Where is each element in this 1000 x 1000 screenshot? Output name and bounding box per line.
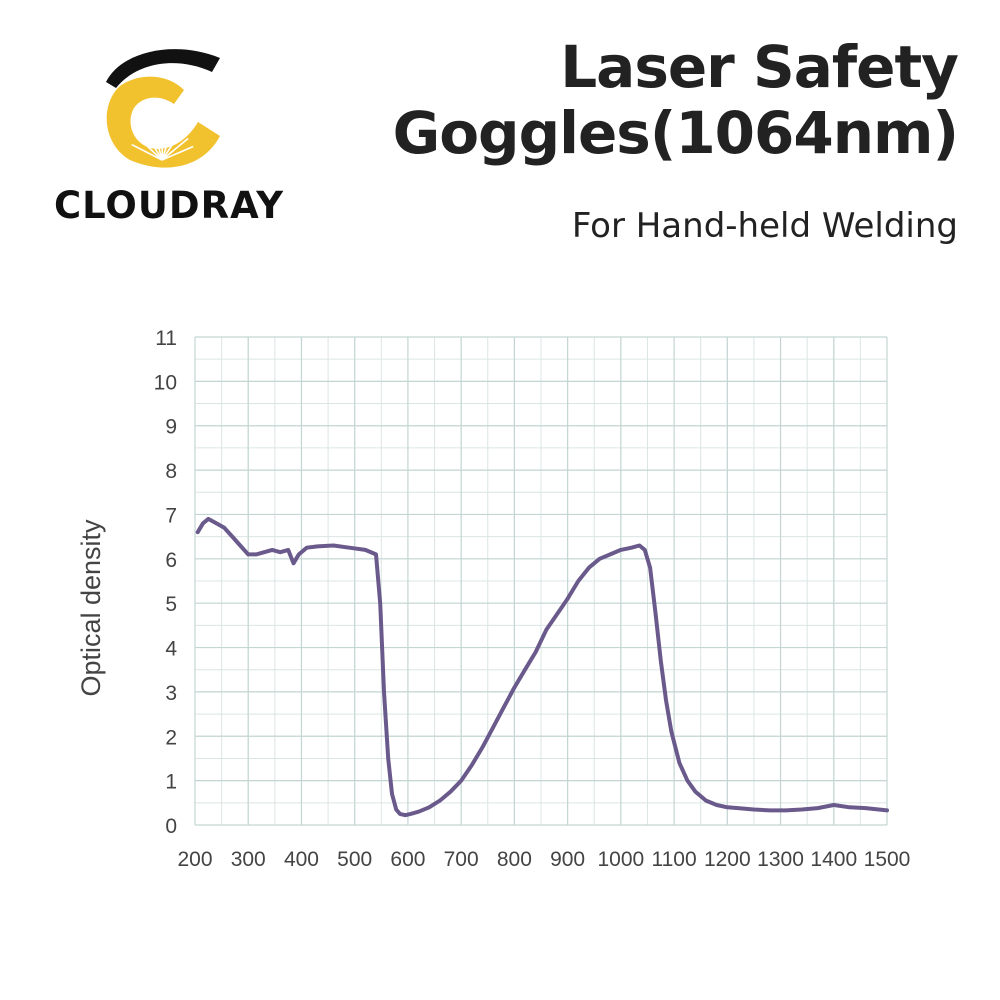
x-tick-label: 200 bbox=[177, 848, 212, 871]
logo-ray bbox=[144, 130, 163, 161]
series-line bbox=[195, 516, 889, 818]
x-tick-label: 1400 bbox=[810, 848, 857, 871]
x-tick-label: 300 bbox=[231, 848, 266, 871]
logo-ray bbox=[131, 143, 163, 161]
y-tick-label: 4 bbox=[165, 638, 177, 661]
title-line-2: Goggles(1064nm) bbox=[392, 99, 959, 167]
logo-arc bbox=[106, 49, 220, 88]
x-tick-label: 1500 bbox=[864, 848, 911, 871]
logo-ray bbox=[161, 125, 164, 161]
brand-name: CLOUDRAY bbox=[54, 184, 284, 227]
logo-ray bbox=[161, 137, 189, 161]
brand-logo: CLOUDRAY bbox=[40, 38, 300, 228]
x-tick-label: 1300 bbox=[757, 848, 804, 871]
x-tick-label: 700 bbox=[444, 848, 479, 871]
logo-ray bbox=[161, 145, 194, 161]
y-tick-label: 9 bbox=[165, 416, 177, 439]
title-line-1: Laser Safety bbox=[560, 33, 959, 101]
page-subtitle: For Hand-held Welding bbox=[571, 206, 958, 246]
y-tick-label: 10 bbox=[154, 371, 177, 394]
logo-c-shape bbox=[106, 76, 220, 168]
y-tick-label: 5 bbox=[165, 593, 177, 616]
y-tick-label: 8 bbox=[165, 460, 177, 483]
y-tick-label: 1 bbox=[165, 771, 177, 794]
x-tick-labels: 200 300 400 500 600 700 800 900 1000 1100 1200 1300… bbox=[177, 848, 910, 871]
logo-ray bbox=[161, 127, 174, 161]
y-tick-label: 0 bbox=[165, 815, 177, 838]
x-tick-label: 800 bbox=[497, 848, 532, 871]
logo-rays bbox=[131, 125, 194, 161]
y-axis-label: Optical density bbox=[76, 519, 106, 697]
y-tick-label: 3 bbox=[165, 682, 177, 705]
y-tick-label: 7 bbox=[165, 504, 177, 527]
y-tick-label: 6 bbox=[165, 549, 177, 572]
logo-ray bbox=[152, 126, 163, 161]
chart-series bbox=[195, 516, 889, 818]
x-tick-label: 600 bbox=[390, 848, 425, 871]
x-tick-label: 500 bbox=[337, 848, 372, 871]
y-tick-label: 2 bbox=[165, 726, 177, 749]
chart-grid bbox=[194, 336, 888, 826]
logo-ray bbox=[136, 136, 163, 161]
y-tick-labels: 0 1 2 3 4 5 6 7 8 9 10 11 bbox=[154, 327, 178, 838]
page-title: Laser Safety Goggles(1064nm) bbox=[392, 33, 959, 167]
logo-ray bbox=[161, 131, 182, 161]
x-tick-label: 1000 bbox=[597, 848, 644, 871]
x-tick-label: 1100 bbox=[651, 848, 696, 871]
x-tick-label: 900 bbox=[550, 848, 585, 871]
cloudray-logo-icon bbox=[106, 49, 220, 168]
x-tick-label: 1200 bbox=[704, 848, 751, 871]
y-tick-label: 11 bbox=[155, 327, 177, 350]
x-tick-label: 400 bbox=[284, 848, 319, 871]
